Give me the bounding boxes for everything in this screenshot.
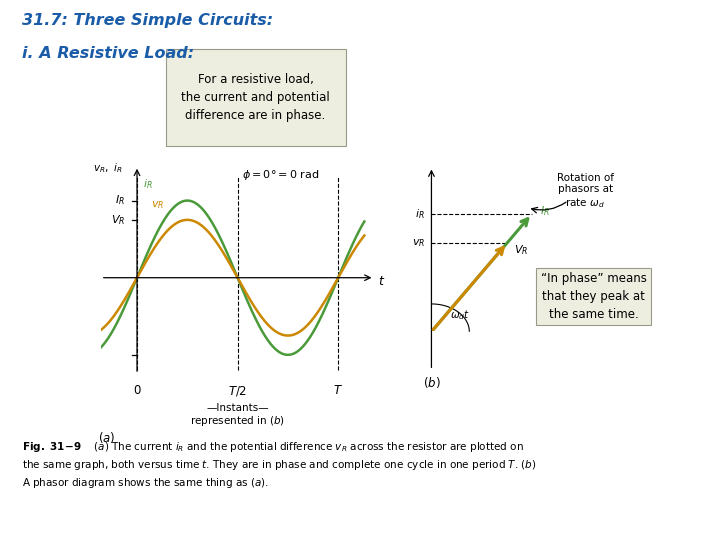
- FancyBboxPatch shape: [166, 49, 346, 146]
- Text: “In phase” means
that they peak at
the same time.: “In phase” means that they peak at the s…: [541, 272, 647, 321]
- Text: $(b)$: $(b)$: [423, 375, 440, 390]
- Text: $(a)$: $(a)$: [98, 430, 115, 444]
- Text: i. A Resistive Load:: i. A Resistive Load:: [22, 46, 194, 61]
- Text: represented in $(b)$: represented in $(b)$: [190, 414, 285, 428]
- Text: —Instants—: —Instants—: [207, 403, 269, 414]
- Text: 31.7: Three Simple Circuits:: 31.7: Three Simple Circuits:: [22, 14, 273, 29]
- Text: $V_R$: $V_R$: [111, 213, 125, 227]
- Text: $\mathbf{Fig.\ 31\!-\!9}$    $(a)$ The current $i_R$ and the potential differenc: $\mathbf{Fig.\ 31\!-\!9}$ $(a)$ The curr…: [22, 440, 536, 490]
- Text: $v_R$: $v_R$: [150, 199, 163, 211]
- Text: $\omega_d t$: $\omega_d t$: [451, 309, 470, 322]
- Text: $T$: $T$: [333, 384, 343, 397]
- Text: 0: 0: [133, 384, 140, 397]
- Text: $\phi = 0° = 0$ rad: $\phi = 0° = 0$ rad: [242, 168, 319, 182]
- Text: $i_R$: $i_R$: [415, 207, 425, 221]
- Text: $t$: $t$: [379, 275, 386, 288]
- Text: Rotation of
phasors at
rate $\omega_d$: Rotation of phasors at rate $\omega_d$: [557, 173, 613, 210]
- Text: For a resistive load,
the current and potential
difference are in phase.: For a resistive load, the current and po…: [181, 73, 330, 122]
- Text: $I_R$: $I_R$: [115, 194, 125, 207]
- Text: $T/2$: $T/2$: [228, 384, 247, 398]
- Text: $I_R$: $I_R$: [540, 204, 550, 218]
- Text: $i_R$: $i_R$: [143, 178, 153, 191]
- Text: $v_R$: $v_R$: [412, 237, 425, 248]
- Text: $V_R$: $V_R$: [513, 244, 528, 258]
- Text: $v_R,\ i_R$: $v_R,\ i_R$: [93, 161, 122, 175]
